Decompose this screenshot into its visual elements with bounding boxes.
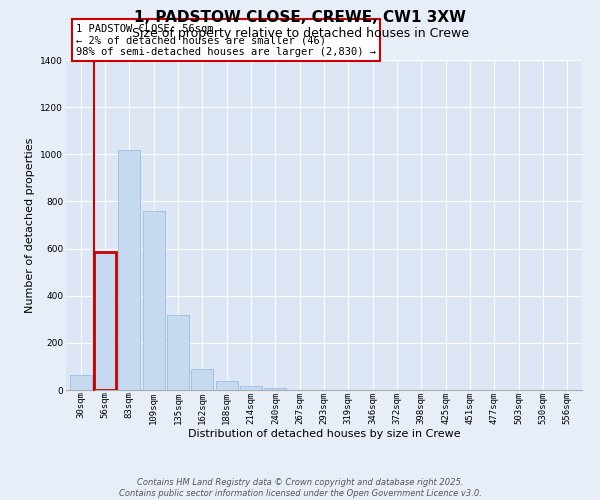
Bar bbox=[94, 252, 116, 390]
Bar bbox=[240, 386, 262, 390]
Bar bbox=[191, 369, 213, 390]
Bar bbox=[167, 314, 189, 390]
Y-axis label: Number of detached properties: Number of detached properties bbox=[25, 138, 35, 312]
Bar bbox=[143, 211, 164, 390]
Bar bbox=[265, 388, 286, 390]
Bar bbox=[215, 380, 238, 390]
Text: 1, PADSTOW CLOSE, CREWE, CW1 3XW: 1, PADSTOW CLOSE, CREWE, CW1 3XW bbox=[134, 10, 466, 25]
Text: Contains HM Land Registry data © Crown copyright and database right 2025.
Contai: Contains HM Land Registry data © Crown c… bbox=[119, 478, 481, 498]
Text: 1 PADSTOW CLOSE: 56sqm
← 2% of detached houses are smaller (46)
98% of semi-deta: 1 PADSTOW CLOSE: 56sqm ← 2% of detached … bbox=[76, 24, 376, 56]
Bar bbox=[118, 150, 140, 390]
Bar bbox=[70, 374, 92, 390]
X-axis label: Distribution of detached houses by size in Crewe: Distribution of detached houses by size … bbox=[188, 429, 460, 439]
Text: Size of property relative to detached houses in Crewe: Size of property relative to detached ho… bbox=[131, 28, 469, 40]
